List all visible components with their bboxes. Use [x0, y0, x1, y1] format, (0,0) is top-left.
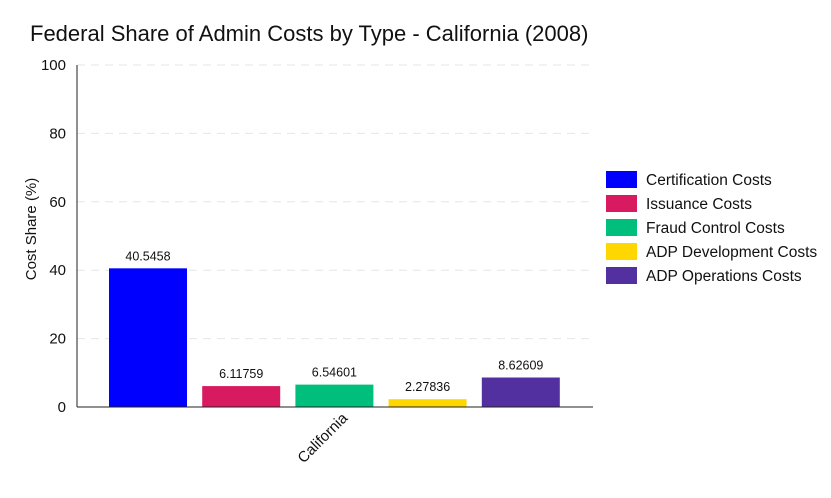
- data-label: 6.54601: [312, 366, 357, 380]
- y-tick-label: 40: [49, 262, 66, 279]
- legend: Certification Costs Issuance Costs Fraud C…: [606, 171, 817, 285]
- x-axis: California: [77, 406, 593, 467]
- data-label: 2.27836: [405, 380, 450, 394]
- y-tick-label: 60: [49, 194, 66, 211]
- x-tick-label: California: [294, 409, 351, 466]
- bar: [388, 399, 467, 407]
- y-tick-label: 20: [49, 331, 66, 348]
- chart-title: Federal Share of Admin Costs by Type - C…: [30, 21, 588, 46]
- y-tick-label: 100: [41, 57, 66, 74]
- legend-label: Issuance Costs: [646, 196, 752, 213]
- data-labels: 40.5458 6.11759 6.54601 2.27836 8.62609: [125, 249, 543, 394]
- y-axis: 0 20 40 60 80 100: [41, 57, 78, 416]
- bars: [109, 268, 560, 407]
- bar: [481, 377, 560, 407]
- data-label: 8.62609: [498, 358, 543, 372]
- y-tick-label: 80: [49, 125, 66, 142]
- legend-label: ADP Operations Costs: [646, 268, 802, 285]
- legend-swatch: [606, 195, 637, 212]
- legend-swatch: [606, 171, 637, 188]
- bar: [202, 386, 281, 407]
- y-axis-title: Cost Share (%): [23, 178, 40, 281]
- bar: [295, 384, 374, 407]
- bar: [109, 268, 187, 407]
- data-label: 40.5458: [125, 249, 170, 263]
- y-tick-label: 0: [58, 399, 66, 416]
- legend-swatch: [606, 219, 637, 236]
- legend-label: ADP Development Costs: [646, 244, 817, 261]
- legend-swatch: [606, 267, 637, 284]
- legend-label: Certification Costs: [646, 172, 772, 189]
- legend-label: Fraud Control Costs: [646, 220, 785, 237]
- data-label: 6.11759: [219, 367, 263, 381]
- legend-swatch: [606, 243, 637, 260]
